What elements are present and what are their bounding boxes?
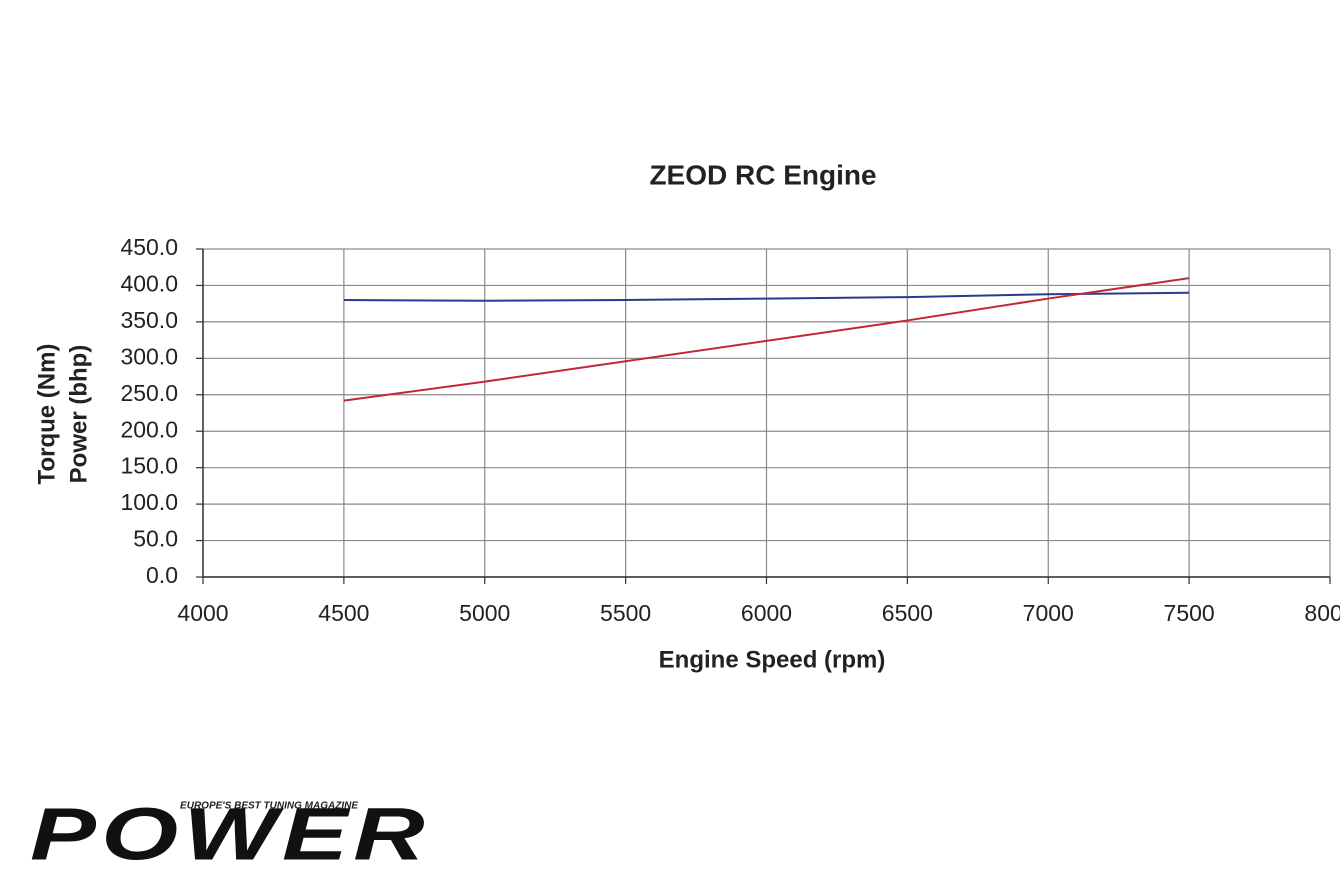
x-tick-label: 4000 — [177, 600, 228, 626]
y-tick-label: 200.0 — [120, 416, 178, 442]
chart-title: ZEOD RC Engine — [649, 159, 876, 190]
y-tick-label: 0.0 — [146, 562, 178, 588]
y-tick-label: 300.0 — [120, 343, 178, 369]
logo-name: POWER — [30, 793, 430, 876]
y-tick-label: 100.0 — [120, 489, 178, 515]
x-axis-label: Engine Speed (rpm) — [659, 646, 886, 673]
y-tick-label: 150.0 — [120, 453, 178, 479]
y-axis-label: Power (bhp) — [65, 345, 92, 484]
x-tick-label: 7500 — [1164, 600, 1215, 626]
x-tick-label: 5000 — [459, 600, 510, 626]
x-tick-label: 4500 — [318, 600, 369, 626]
y-tick-label: 400.0 — [120, 271, 178, 297]
x-tick-label: 7000 — [1023, 600, 1074, 626]
logo-tagline: EUROPE'S BEST TUNING MAGAZINE — [180, 801, 358, 812]
y-axis-label: Torque (Nm) — [33, 344, 60, 485]
x-tick-label: 5500 — [600, 600, 651, 626]
x-tick-label: 6000 — [741, 600, 792, 626]
y-tick-label: 450.0 — [120, 234, 178, 260]
y-tick-label: 50.0 — [133, 526, 178, 552]
series-line — [343, 291, 1190, 302]
x-tick-label: 6500 — [882, 600, 933, 626]
y-tick-label: 250.0 — [120, 380, 178, 406]
y-tick-label: 350.0 — [120, 307, 178, 333]
x-tick-label: 8000 — [1304, 600, 1340, 626]
series-line — [343, 277, 1190, 402]
